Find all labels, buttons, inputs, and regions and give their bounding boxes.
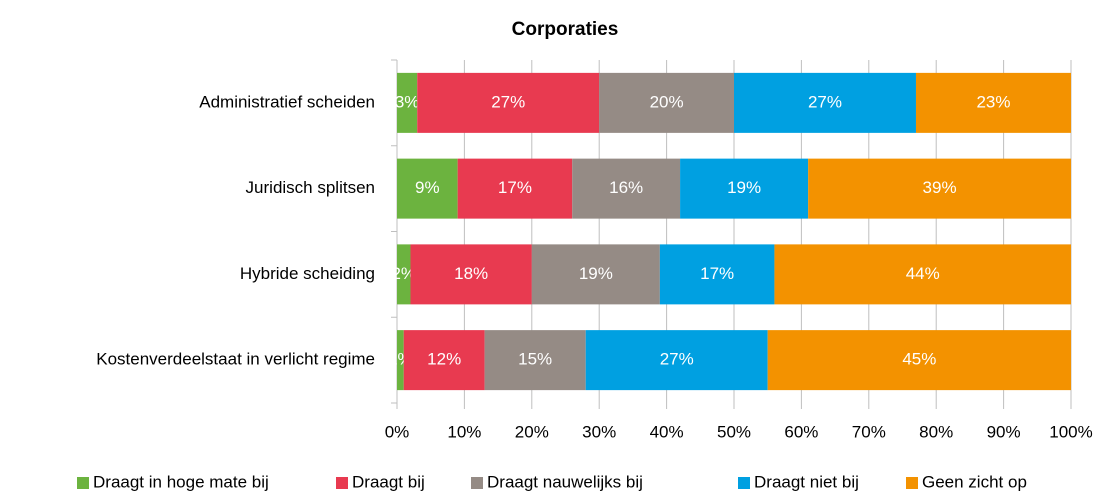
- y-tick-label: Administratief scheiden: [199, 92, 375, 111]
- data-label: 2%: [391, 264, 416, 283]
- data-label: 16%: [609, 178, 643, 197]
- bar-segment: [808, 158, 1071, 219]
- bar-segment: [457, 158, 573, 219]
- bar-segment: [531, 244, 660, 305]
- bar-segment: [572, 158, 681, 219]
- legend-label: Geen zicht op: [922, 472, 1027, 491]
- bar-segment: [767, 330, 1071, 391]
- legend-swatch: [336, 477, 348, 489]
- bar-segment: [680, 158, 809, 219]
- legend-label: Draagt in hoge mate bij: [93, 472, 269, 491]
- x-tick-label: 50%: [717, 422, 751, 441]
- bar-segment: [397, 244, 411, 305]
- bar-segment: [417, 72, 600, 133]
- data-label: 27%: [660, 350, 694, 369]
- legend-label: Draagt nauwelijks bij: [487, 472, 643, 491]
- data-label: 9%: [415, 178, 440, 197]
- data-label: 39%: [923, 178, 957, 197]
- bar-segment: [484, 330, 586, 391]
- data-label: 45%: [902, 350, 936, 369]
- legend-swatch: [471, 477, 483, 489]
- data-label: 27%: [491, 92, 525, 111]
- data-label: 27%: [808, 92, 842, 111]
- x-tick-label: 60%: [784, 422, 818, 441]
- bar-segment: [397, 330, 404, 391]
- chart-title: Corporaties: [512, 19, 619, 40]
- data-label: 17%: [498, 178, 532, 197]
- legend-swatch: [77, 477, 89, 489]
- y-tick-label: Juridisch splitsen: [246, 178, 375, 197]
- x-tick-label: 70%: [852, 422, 886, 441]
- bar-segment: [774, 244, 1071, 305]
- x-tick-label: 10%: [447, 422, 481, 441]
- y-tick-label: Hybride scheiding: [240, 264, 375, 283]
- legend-label: Draagt bij: [352, 472, 425, 491]
- data-label: 17%: [700, 264, 734, 283]
- data-label: 15%: [518, 350, 552, 369]
- y-tick-label: Kostenverdeelstaat in verlicht regime: [96, 350, 375, 369]
- bar-segment: [397, 72, 418, 133]
- data-label: 19%: [579, 264, 613, 283]
- data-label: 23%: [976, 92, 1010, 111]
- bar-segment: [410, 244, 532, 305]
- data-label: 19%: [727, 178, 761, 197]
- x-tick-label: 30%: [582, 422, 616, 441]
- data-label: 12%: [427, 350, 461, 369]
- bar-segment: [599, 72, 734, 133]
- x-tick-label: 0%: [385, 422, 410, 441]
- x-tick-label: 40%: [650, 422, 684, 441]
- x-tick-label: 20%: [515, 422, 549, 441]
- x-tick-label: 90%: [987, 422, 1021, 441]
- legend-swatch: [738, 477, 750, 489]
- data-label: 18%: [454, 264, 488, 283]
- bar-segment: [403, 330, 485, 391]
- bar-segment: [734, 72, 916, 133]
- data-label: 20%: [650, 92, 684, 111]
- bar-segment: [659, 244, 775, 305]
- legend-label: Draagt niet bij: [754, 472, 859, 491]
- data-label: 44%: [906, 264, 940, 283]
- data-label: 3%: [395, 92, 420, 111]
- legend-swatch: [906, 477, 918, 489]
- bar-segment: [915, 72, 1071, 133]
- bar-segment: [585, 330, 768, 391]
- x-tick-label: 80%: [919, 422, 953, 441]
- bar-segment: [397, 158, 458, 219]
- x-tick-label: 100%: [1049, 422, 1092, 441]
